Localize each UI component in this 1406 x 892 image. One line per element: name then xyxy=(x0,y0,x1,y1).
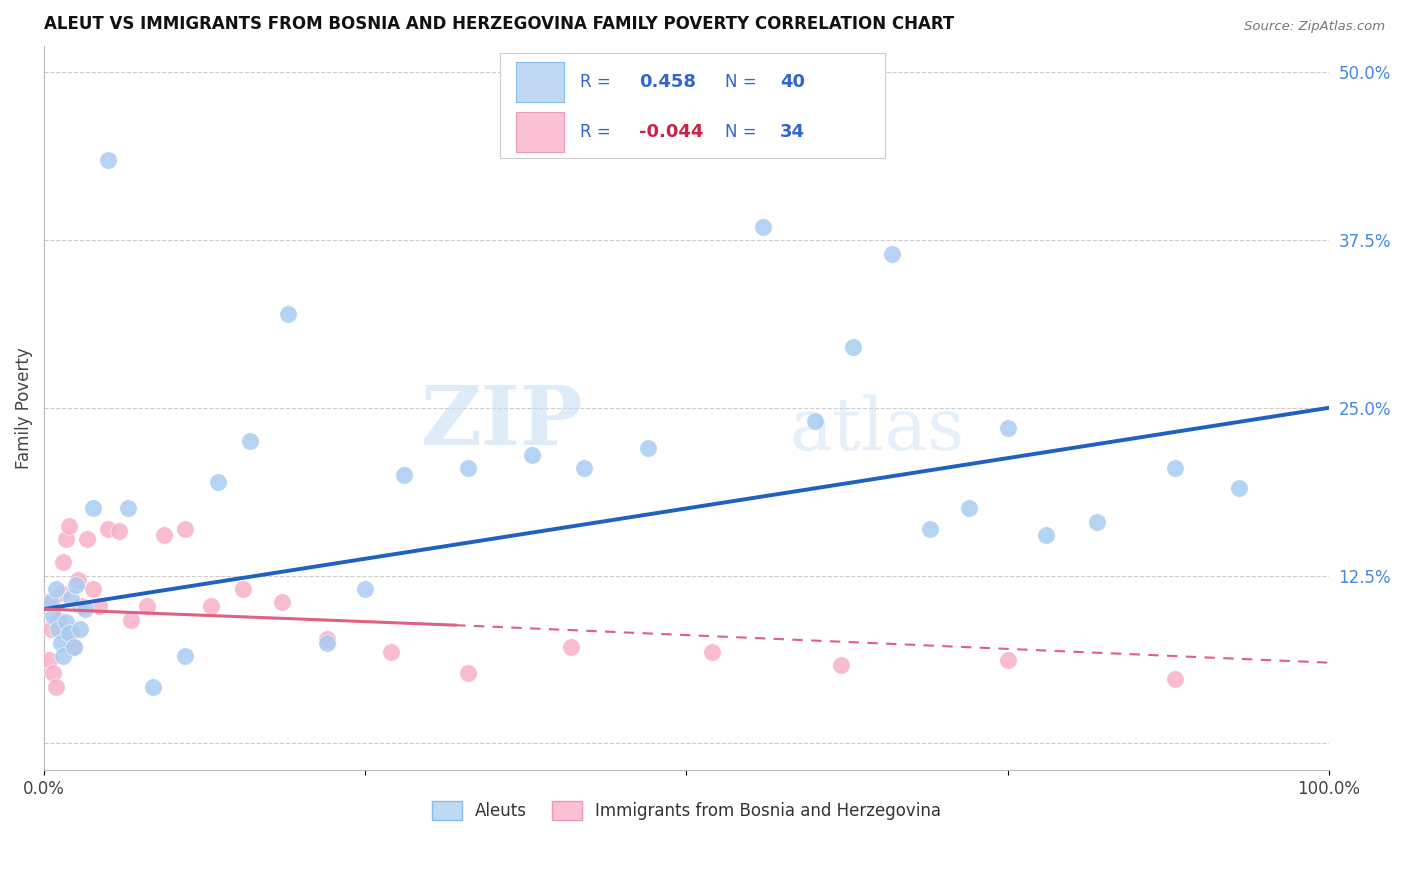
Point xyxy=(45,680,67,694)
Point xyxy=(830,658,852,673)
Point xyxy=(65,578,87,592)
FancyBboxPatch shape xyxy=(501,53,886,158)
Point xyxy=(152,528,174,542)
Text: Source: ZipAtlas.com: Source: ZipAtlas.com xyxy=(1244,20,1385,33)
Text: R =: R = xyxy=(579,73,616,91)
Point xyxy=(58,626,80,640)
Point xyxy=(75,602,97,616)
Point xyxy=(700,126,723,140)
Point xyxy=(62,640,84,654)
Point xyxy=(55,615,77,630)
Point xyxy=(239,434,262,449)
Y-axis label: Family Poverty: Family Poverty xyxy=(15,347,32,468)
Point xyxy=(60,626,83,640)
Text: 34: 34 xyxy=(780,123,806,141)
Text: -0.044: -0.044 xyxy=(638,123,703,141)
Point xyxy=(52,648,75,663)
Point xyxy=(55,533,77,547)
Point xyxy=(38,653,60,667)
Point xyxy=(522,448,544,462)
Text: 0.458: 0.458 xyxy=(638,73,696,91)
Point xyxy=(700,645,723,659)
Point xyxy=(89,599,111,614)
Point xyxy=(60,591,83,606)
Point xyxy=(82,501,104,516)
Point xyxy=(49,586,72,600)
Legend: Aleuts, Immigrants from Bosnia and Herzegovina: Aleuts, Immigrants from Bosnia and Herze… xyxy=(425,794,948,827)
Point xyxy=(142,680,165,694)
Point xyxy=(39,595,62,609)
Point xyxy=(107,524,129,539)
Point xyxy=(804,414,827,428)
Point xyxy=(45,582,67,596)
Point xyxy=(117,501,139,516)
Point xyxy=(200,599,222,614)
Point xyxy=(1163,461,1185,475)
Point xyxy=(920,522,942,536)
Point xyxy=(97,522,120,536)
Point xyxy=(380,645,402,659)
Point xyxy=(270,595,292,609)
Point xyxy=(42,666,65,681)
Text: N =: N = xyxy=(725,123,762,141)
Point xyxy=(880,246,903,260)
Point xyxy=(315,635,337,649)
Point xyxy=(457,666,479,681)
Point xyxy=(42,608,65,623)
Point xyxy=(1035,528,1057,542)
Point xyxy=(52,555,75,569)
Text: ALEUT VS IMMIGRANTS FROM BOSNIA AND HERZEGOVINA FAMILY POVERTY CORRELATION CHART: ALEUT VS IMMIGRANTS FROM BOSNIA AND HERZ… xyxy=(44,15,955,33)
Point xyxy=(354,582,377,596)
Text: 40: 40 xyxy=(780,73,806,91)
Point xyxy=(560,640,582,654)
Bar xyxy=(516,62,564,103)
Bar xyxy=(516,112,564,152)
Point xyxy=(1087,515,1109,529)
Point xyxy=(69,622,91,636)
Point xyxy=(315,632,337,646)
Point xyxy=(135,599,157,614)
Point xyxy=(120,613,142,627)
Point xyxy=(207,475,229,489)
Point xyxy=(457,461,479,475)
Text: atlas: atlas xyxy=(789,394,965,465)
Point xyxy=(46,622,69,636)
Point xyxy=(637,441,659,455)
Point xyxy=(70,599,93,614)
Point xyxy=(997,421,1019,435)
Point xyxy=(76,533,98,547)
Text: N =: N = xyxy=(725,73,762,91)
Point xyxy=(232,582,254,596)
Point xyxy=(752,219,775,234)
Point xyxy=(82,582,104,596)
Point xyxy=(392,467,415,482)
Point xyxy=(62,640,84,654)
Point xyxy=(97,153,120,167)
Point xyxy=(174,522,197,536)
Point xyxy=(66,573,89,587)
Point xyxy=(58,519,80,533)
Point xyxy=(39,622,62,636)
Point xyxy=(277,307,299,321)
Text: R =: R = xyxy=(579,123,616,141)
Point xyxy=(174,648,197,663)
Text: ZIP: ZIP xyxy=(420,383,583,462)
Point xyxy=(1163,672,1185,686)
Point xyxy=(46,613,69,627)
Point xyxy=(35,595,58,609)
Point xyxy=(842,341,865,355)
Point xyxy=(1227,481,1250,495)
Point xyxy=(957,501,980,516)
Point xyxy=(997,653,1019,667)
Point xyxy=(49,635,72,649)
Point xyxy=(572,461,595,475)
